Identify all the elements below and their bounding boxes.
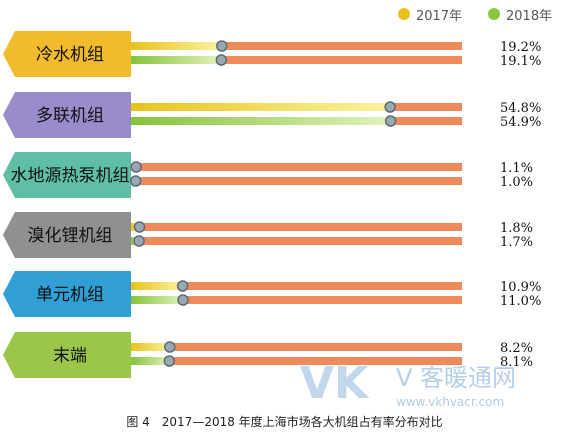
category-label: 单元机组 (36, 285, 104, 305)
value-label: 54.9% (500, 115, 541, 130)
bar-2018 (131, 117, 391, 125)
bar-end-marker (215, 54, 228, 66)
bar-end-marker (216, 40, 228, 52)
bar-track (131, 223, 462, 231)
bar-end-marker (133, 221, 146, 233)
value-label: 1.8% (500, 221, 533, 236)
value-label: 10.9% (500, 280, 541, 295)
bar-track (131, 163, 462, 171)
category-shape (3, 31, 131, 77)
bar-2017 (131, 103, 391, 111)
bar-end-marker (384, 101, 396, 113)
value-label: 11.0% (500, 294, 541, 309)
category-shape (3, 332, 131, 378)
value-label: 54.8% (500, 101, 541, 116)
bar-track (131, 296, 462, 304)
figure-caption: 图 4 2017—2018 年度上海市场各大机组占有率分布对比 (126, 415, 443, 429)
legend-2017-swatch (398, 8, 410, 20)
legend-2017: 2017年 (398, 5, 463, 24)
bar-track (131, 42, 462, 50)
bar-2017 (131, 343, 170, 351)
category-shape (3, 152, 131, 198)
legend-2018-swatch (488, 8, 500, 20)
value-label: 8.2% (500, 341, 533, 356)
category-label: 冷水机组 (36, 45, 104, 65)
category-label: 溴化锂机组 (28, 226, 113, 246)
bar-end-marker (177, 294, 189, 306)
watermark-logo: VK (300, 358, 370, 409)
value-label: 19.2% (500, 40, 541, 55)
legend-2018: 2018年 (488, 5, 553, 24)
bar-end-marker (164, 341, 176, 353)
value-label: 19.1% (500, 54, 541, 69)
category-shape (3, 271, 131, 317)
category-label: 水地源热泵机组 (11, 166, 130, 186)
bar-end-marker (130, 161, 142, 173)
legend-2018-label: 2018年 (506, 8, 553, 24)
bar-2018 (131, 56, 222, 64)
bar-track (131, 237, 462, 245)
bar-end-marker (384, 115, 397, 127)
bar-track (131, 343, 462, 351)
bar-2018 (131, 296, 184, 304)
value-label: 1.0% (500, 175, 533, 190)
bar-track (131, 56, 462, 64)
category-shape (3, 212, 131, 258)
bar-track (131, 282, 462, 290)
legend-2017-label: 2017年 (416, 8, 463, 24)
value-label: 1.1% (500, 161, 533, 176)
category-shape (3, 92, 131, 138)
chart-rows: 冷水机组 19.2%19.1%多联机组 54.8%54.9%水地源热泵机组 1.1%1… (3, 31, 541, 378)
bar-end-marker (176, 280, 189, 292)
bar-2017 (131, 42, 222, 50)
value-label: 8.1% (500, 355, 533, 370)
bar-end-marker (163, 355, 176, 367)
value-label: 1.7% (500, 235, 533, 250)
bar-2018 (131, 357, 170, 365)
bar-2017 (131, 282, 183, 290)
bar-end-marker (133, 235, 145, 247)
bar-track (131, 177, 462, 185)
watermark-text: V 客暖通网 (396, 364, 516, 392)
bar-track (131, 357, 462, 365)
watermark: VK V 客暖通网 www.vkhvacr.com (300, 358, 516, 409)
bar-end-marker (129, 175, 142, 187)
watermark-url: www.vkhvacr.com (396, 395, 504, 409)
category-label: 末端 (53, 346, 87, 366)
category-label: 多联机组 (36, 106, 104, 126)
